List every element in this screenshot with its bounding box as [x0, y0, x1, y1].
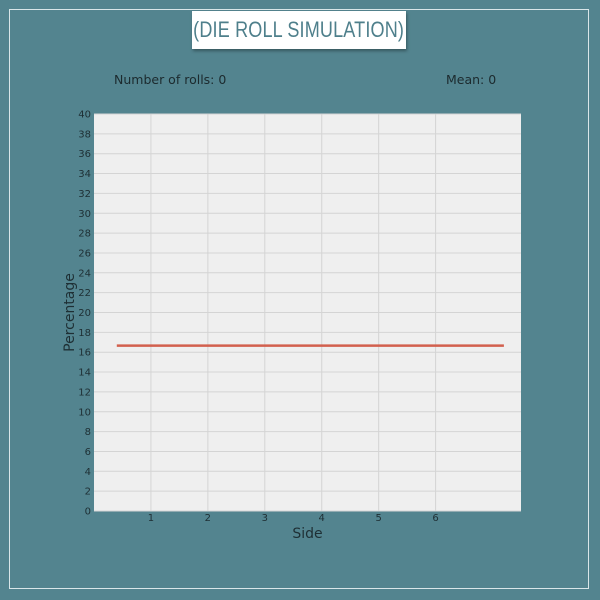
outer-frame: [9, 9, 589, 589]
x-tick-label: 5: [375, 513, 381, 524]
mean-stat: Mean: 0: [446, 72, 496, 87]
x-tick-label: 4: [319, 513, 325, 524]
page-title: (DIE ROLL SIMULATION): [193, 17, 405, 42]
rolls-count-stat: Number of rolls: 0: [114, 72, 226, 87]
title-banner: (DIE ROLL SIMULATION): [192, 11, 406, 49]
y-tick-label: 40: [78, 110, 91, 121]
rolls-count-label: Number of rolls:: [114, 72, 215, 87]
x-tick-label: 2: [205, 513, 211, 524]
x-tick-label: 1: [148, 513, 154, 524]
x-tick-label: 3: [262, 513, 268, 524]
y-tick-label: 4: [85, 467, 91, 478]
y-tick-label: 36: [78, 149, 91, 160]
y-tick-label: 30: [78, 209, 91, 220]
y-tick-label: 0: [85, 507, 91, 518]
y-tick-label: 34: [78, 169, 91, 180]
y-tick-label: 28: [78, 229, 91, 240]
x-axis-label: Side: [292, 526, 322, 542]
y-tick-label: 6: [85, 447, 91, 458]
y-tick-label: 2: [85, 487, 91, 498]
rolls-count-value: 0: [218, 72, 227, 87]
y-tick-label: 26: [78, 248, 91, 259]
y-tick-label: 14: [78, 368, 91, 379]
mean-label: Mean:: [446, 72, 485, 87]
y-tick-label: 8: [85, 427, 91, 438]
x-tick-label: 6: [432, 513, 438, 524]
y-tick-label: 24: [78, 268, 91, 279]
y-tick-label: 20: [78, 308, 91, 319]
mean-value: 0: [488, 72, 497, 87]
x-axis-ticks: 1 2 3 4 5 6: [148, 513, 439, 524]
y-tick-label: 12: [78, 387, 91, 398]
y-tick-label: 18: [78, 328, 91, 339]
y-tick-label: 10: [78, 407, 91, 418]
grid-lines: [94, 113, 521, 512]
y-tick-label: 16: [78, 348, 91, 359]
y-tick-label: 22: [78, 288, 91, 299]
y-tick-label: 32: [78, 189, 91, 200]
y-tick-label: 38: [78, 129, 91, 140]
y-axis-label: Percentage: [62, 273, 78, 352]
